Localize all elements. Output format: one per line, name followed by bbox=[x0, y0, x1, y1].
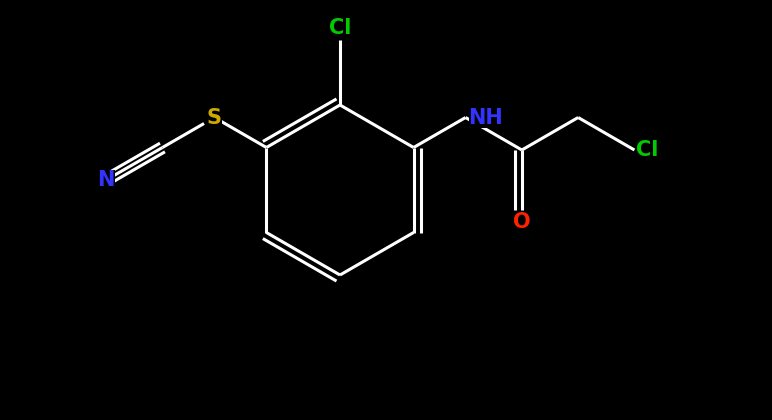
Text: Cl: Cl bbox=[636, 140, 659, 160]
Text: O: O bbox=[513, 212, 530, 232]
Text: NH: NH bbox=[469, 108, 503, 128]
Text: S: S bbox=[207, 108, 222, 128]
Text: N: N bbox=[97, 170, 115, 190]
Text: Cl: Cl bbox=[329, 18, 351, 38]
